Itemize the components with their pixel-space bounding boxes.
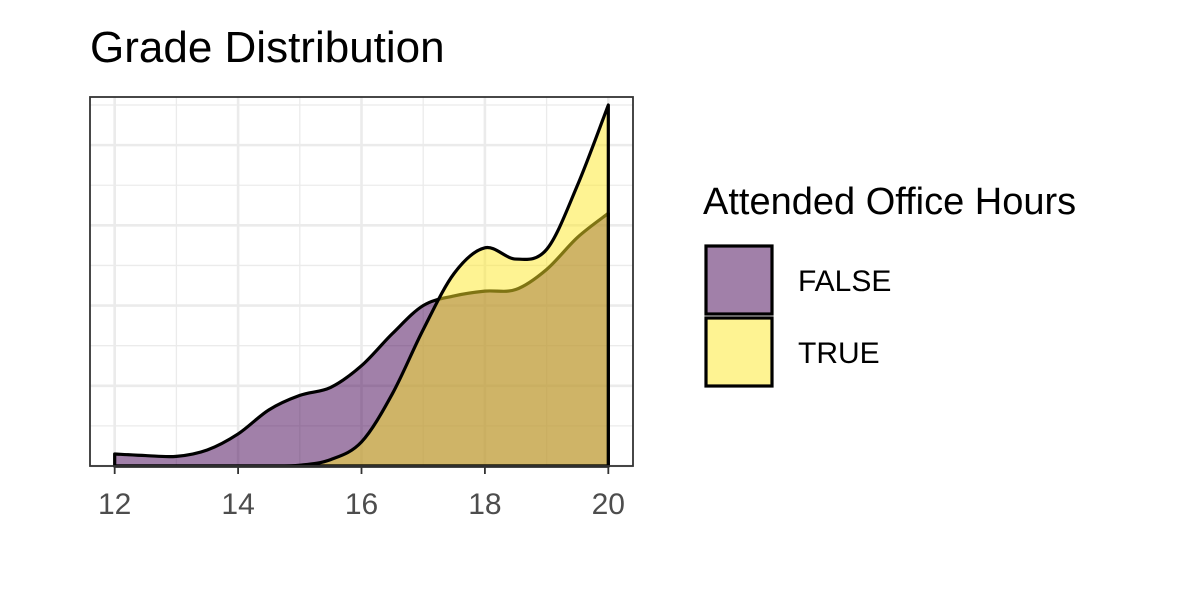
legend-label-false: FALSE: [798, 265, 891, 298]
x-tick-label: 18: [468, 488, 501, 521]
legend-key-false: [704, 244, 774, 316]
grid: [90, 97, 633, 468]
x-tick-label: 20: [592, 488, 625, 521]
legend: Attended Office Hours FALSE TRUE: [703, 181, 1076, 388]
x-tick-label: 16: [345, 488, 378, 521]
legend-label-true: TRUE: [798, 337, 880, 370]
legend-title: Attended Office Hours: [703, 181, 1076, 223]
chart-title: Grade Distribution: [90, 23, 445, 72]
x-tick-label: 14: [221, 488, 254, 521]
legend-key-true: [704, 316, 774, 388]
x-axis: 12 14 16 18 20: [98, 466, 625, 521]
x-tick-label: 12: [98, 488, 131, 521]
